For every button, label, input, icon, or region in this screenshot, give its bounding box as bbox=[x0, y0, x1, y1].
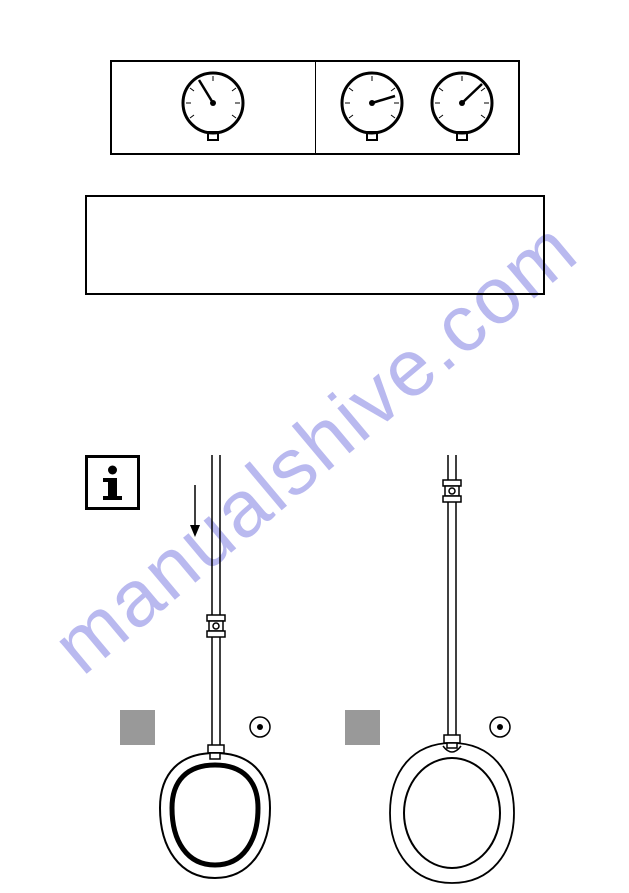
diagram-right-svg bbox=[340, 455, 580, 885]
diagram-left-svg bbox=[100, 455, 340, 885]
diagram-right bbox=[340, 455, 580, 885]
gauge-2 bbox=[337, 68, 407, 148]
gauge-3 bbox=[427, 68, 497, 148]
diagram-row bbox=[100, 455, 580, 885]
step-box-left bbox=[120, 710, 155, 745]
gauge-cell-left bbox=[112, 62, 316, 153]
gauge-panel bbox=[110, 60, 520, 155]
gauge-1 bbox=[178, 68, 248, 148]
gauge-cell-right bbox=[316, 62, 519, 153]
info-box bbox=[85, 195, 545, 295]
step-box-right bbox=[345, 710, 380, 745]
diagram-left bbox=[100, 455, 340, 885]
